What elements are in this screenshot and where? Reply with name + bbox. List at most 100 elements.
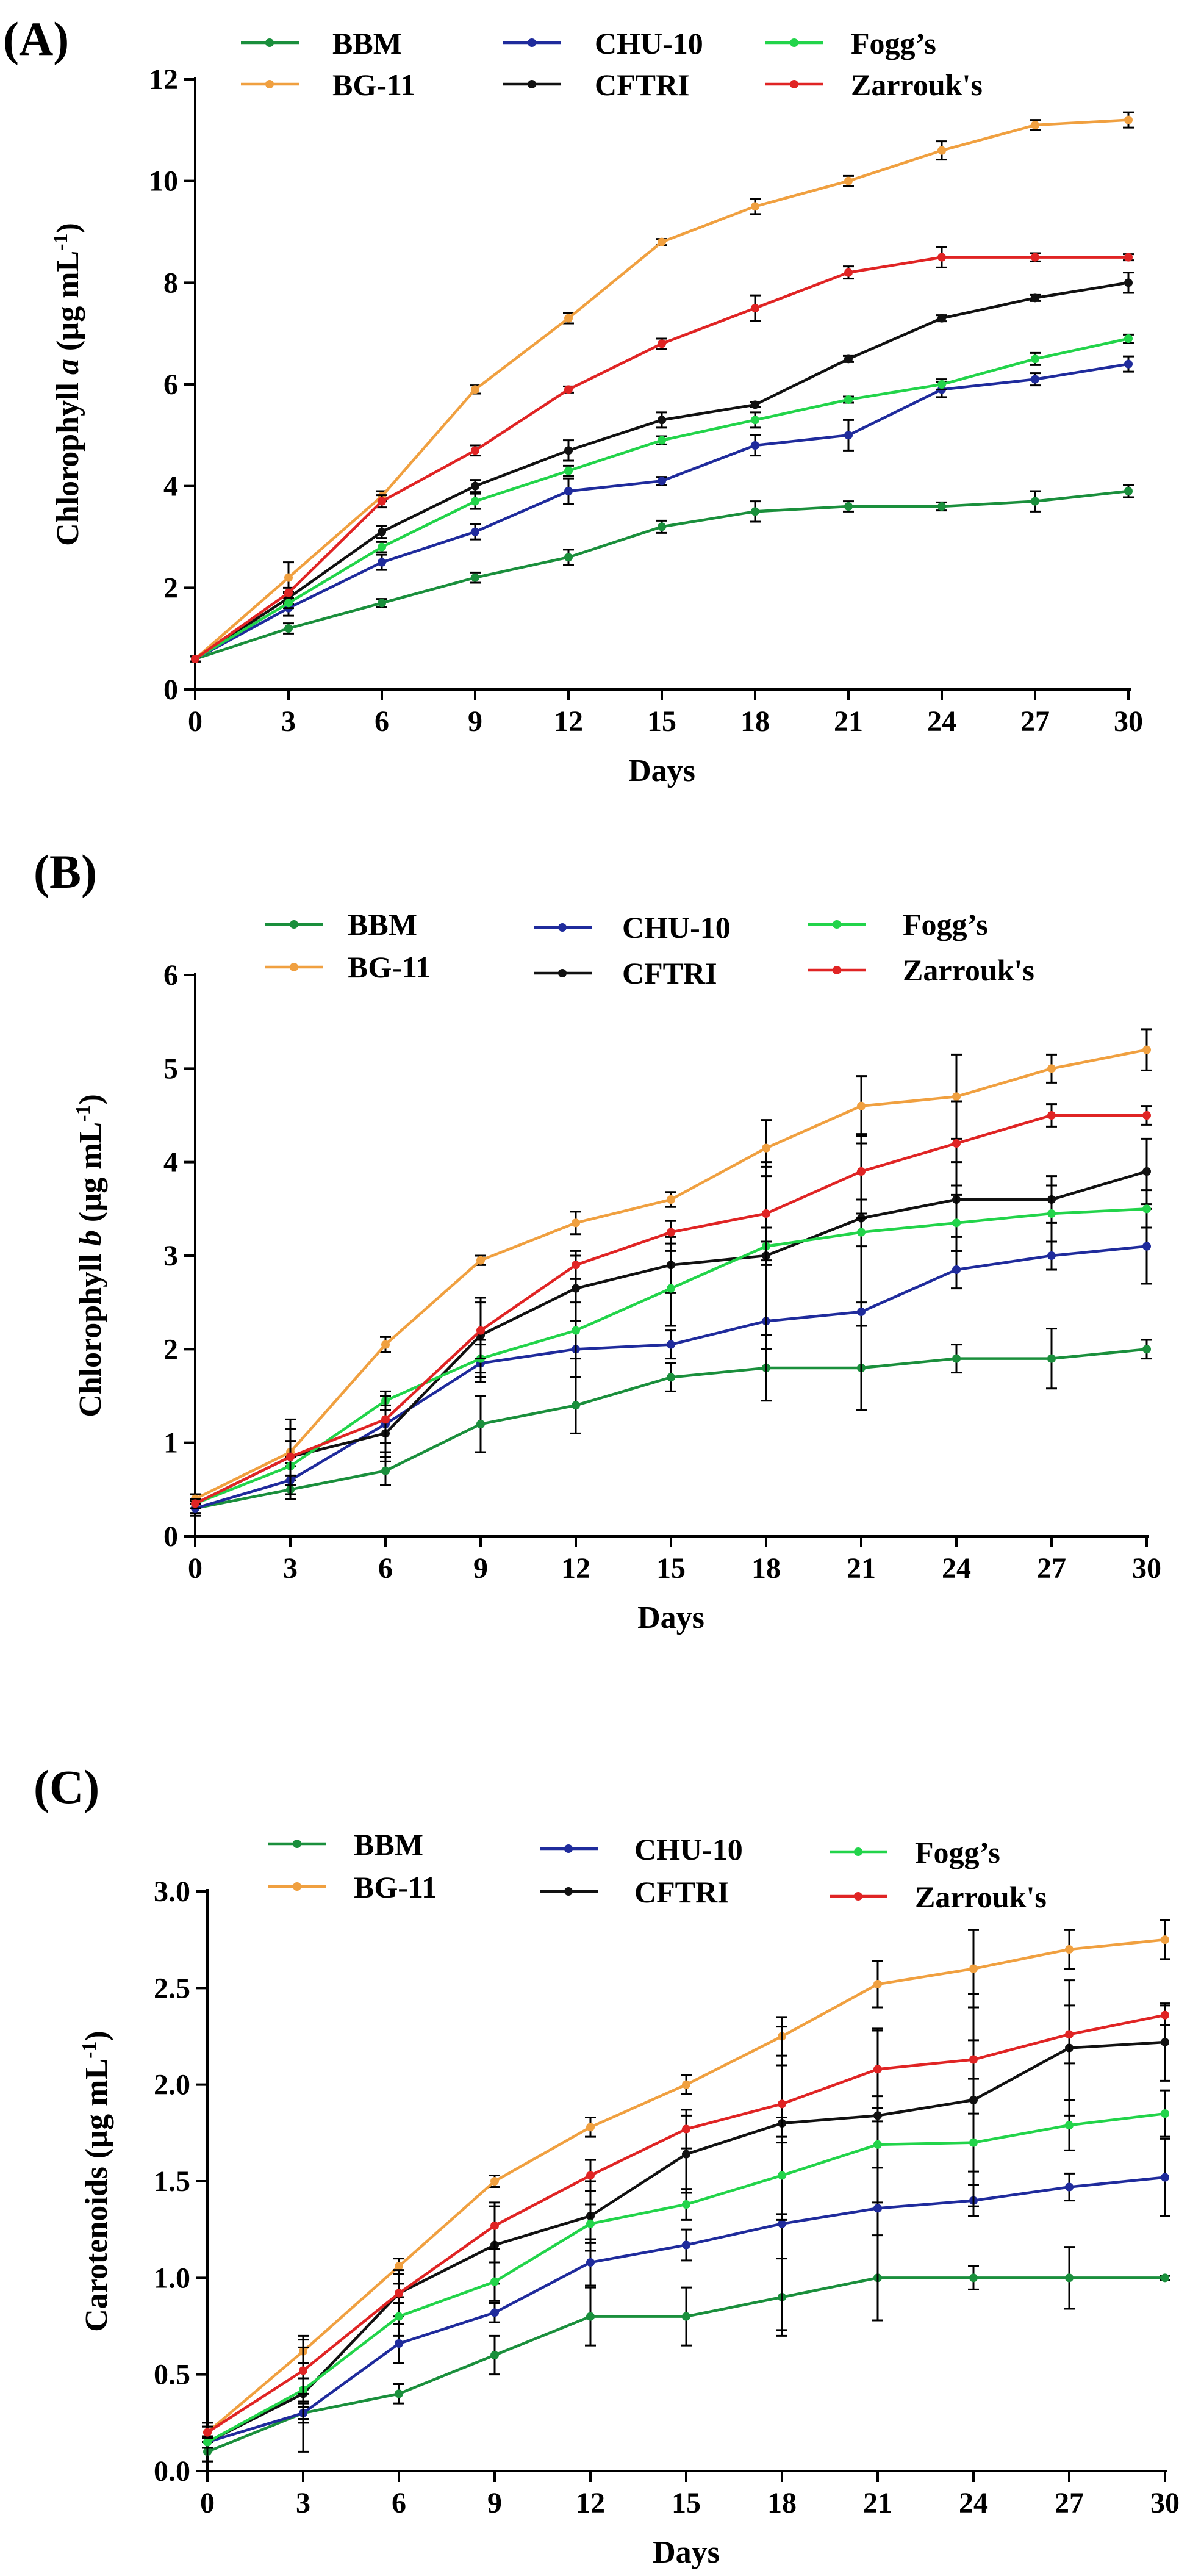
series-zarrouk-s xyxy=(190,1100,1152,1509)
y-tick-label: 2 xyxy=(163,1333,178,1365)
y-axis-label-part: ) xyxy=(73,1094,108,1104)
data-point xyxy=(857,1101,866,1110)
legend-swatch-marker xyxy=(293,1840,301,1848)
x-tick-label: 6 xyxy=(378,1552,393,1585)
data-point xyxy=(952,1218,961,1228)
data-point xyxy=(564,446,573,455)
data-point xyxy=(1161,2010,1169,2020)
data-point xyxy=(751,416,759,425)
data-point xyxy=(490,2177,499,2186)
data-point xyxy=(1124,278,1133,287)
y-tick-label: 1 xyxy=(163,1427,178,1459)
legend-entry-zarrouk-s: Zarrouk's xyxy=(830,1880,1047,1914)
y-tick-label: 3 xyxy=(163,1240,178,1272)
x-tick-label: 21 xyxy=(847,1552,876,1585)
data-point xyxy=(682,2080,690,2089)
x-tick-label: 15 xyxy=(672,2487,701,2519)
x-tick-label: 15 xyxy=(656,1552,686,1585)
data-point xyxy=(1124,334,1133,343)
data-point xyxy=(1047,1111,1056,1120)
data-point xyxy=(572,1326,580,1335)
data-point xyxy=(952,1265,961,1274)
panel-c: (C) 0 3 6 9 12 15 18 21 24 27 30 0.0 0.5 1.0 1.5 2.0 2.5 3… xyxy=(34,1760,1180,2570)
legend-entry-bg-11: BG-11 xyxy=(241,68,415,102)
data-point xyxy=(395,2389,403,2398)
y-axis-label-part: Chlorophyll xyxy=(73,1246,108,1417)
data-point xyxy=(381,1466,390,1475)
data-point xyxy=(471,527,479,536)
data-point xyxy=(1047,1064,1056,1073)
data-point xyxy=(471,385,479,394)
series-line xyxy=(194,118,1129,660)
data-point xyxy=(751,441,759,450)
legend-swatch-marker xyxy=(558,923,567,932)
x-axis-label: Days xyxy=(637,1600,704,1635)
data-point xyxy=(969,1964,978,1973)
y-tick-label: 8 xyxy=(163,267,178,299)
data-point xyxy=(682,2200,690,2209)
x-tick-label: 30 xyxy=(1150,2487,1180,2519)
data-point xyxy=(682,2150,690,2159)
data-point xyxy=(586,2219,595,2228)
y-tick-label: 2.5 xyxy=(154,1972,190,2004)
y-axis-label-part: b xyxy=(73,1230,108,1246)
x-tick-label: 18 xyxy=(751,1552,781,1585)
y-axis-label-part: Carotenoids (µg mL xyxy=(79,2059,114,2332)
data-point xyxy=(1142,1204,1151,1214)
data-point xyxy=(586,2312,595,2321)
data-point xyxy=(378,558,386,567)
x-tick-label: 18 xyxy=(767,2487,797,2519)
data-point xyxy=(471,446,479,455)
data-point xyxy=(778,2219,786,2228)
data-point xyxy=(1142,1345,1151,1354)
x-tick-label: 27 xyxy=(1055,2487,1084,2519)
y-axis-label: Chlorophyll a (µg mL-1) xyxy=(49,223,86,546)
y-axis-label-part: (µg mL xyxy=(73,1122,108,1230)
data-point xyxy=(937,380,946,389)
legend-swatch-marker xyxy=(265,80,274,88)
data-point xyxy=(1065,2273,1074,2283)
data-point xyxy=(1161,1935,1169,1945)
data-point xyxy=(844,354,853,364)
data-point xyxy=(658,436,666,445)
data-point xyxy=(658,416,666,425)
x-tick-label: 21 xyxy=(834,705,863,738)
x-tick-label: 27 xyxy=(1037,1552,1066,1585)
data-point xyxy=(1161,2273,1169,2283)
legend-swatch-marker xyxy=(528,80,536,88)
y-tick-label: 4 xyxy=(163,470,178,503)
legend-label: BBM xyxy=(348,907,417,941)
data-point xyxy=(572,1401,580,1410)
data-point xyxy=(203,2437,212,2447)
data-point xyxy=(395,2262,403,2271)
data-point xyxy=(564,487,573,495)
data-point xyxy=(564,553,573,562)
legend-swatch-marker xyxy=(790,80,798,88)
series-cftri xyxy=(202,1979,1170,2463)
data-point xyxy=(284,624,293,633)
y-axis-label-part: -1 xyxy=(78,2042,101,2059)
data-point xyxy=(1142,1242,1151,1251)
data-point xyxy=(378,599,386,608)
x-tick-label: 15 xyxy=(647,705,676,738)
legend-swatch-marker xyxy=(854,1847,862,1856)
data-point xyxy=(844,395,853,404)
data-point xyxy=(1161,2173,1169,2182)
x-tick-label: 21 xyxy=(863,2487,892,2519)
data-point xyxy=(1031,293,1039,303)
data-point xyxy=(1047,1354,1056,1363)
data-point xyxy=(299,2366,307,2375)
y-tick-label: 1.5 xyxy=(154,2165,190,2198)
data-point xyxy=(844,431,853,440)
data-point xyxy=(937,146,946,155)
data-point xyxy=(762,1209,770,1218)
y-tick-label: 4 xyxy=(163,1146,178,1179)
data-point xyxy=(286,1452,295,1461)
y-tick-label: 3.0 xyxy=(154,1876,190,1908)
data-point xyxy=(572,1284,580,1293)
series-cftri xyxy=(190,272,1134,663)
legend-entry-cftri: CFTRI xyxy=(534,956,717,990)
data-point xyxy=(682,2240,690,2250)
data-point xyxy=(952,1092,961,1101)
data-point xyxy=(381,1415,390,1424)
